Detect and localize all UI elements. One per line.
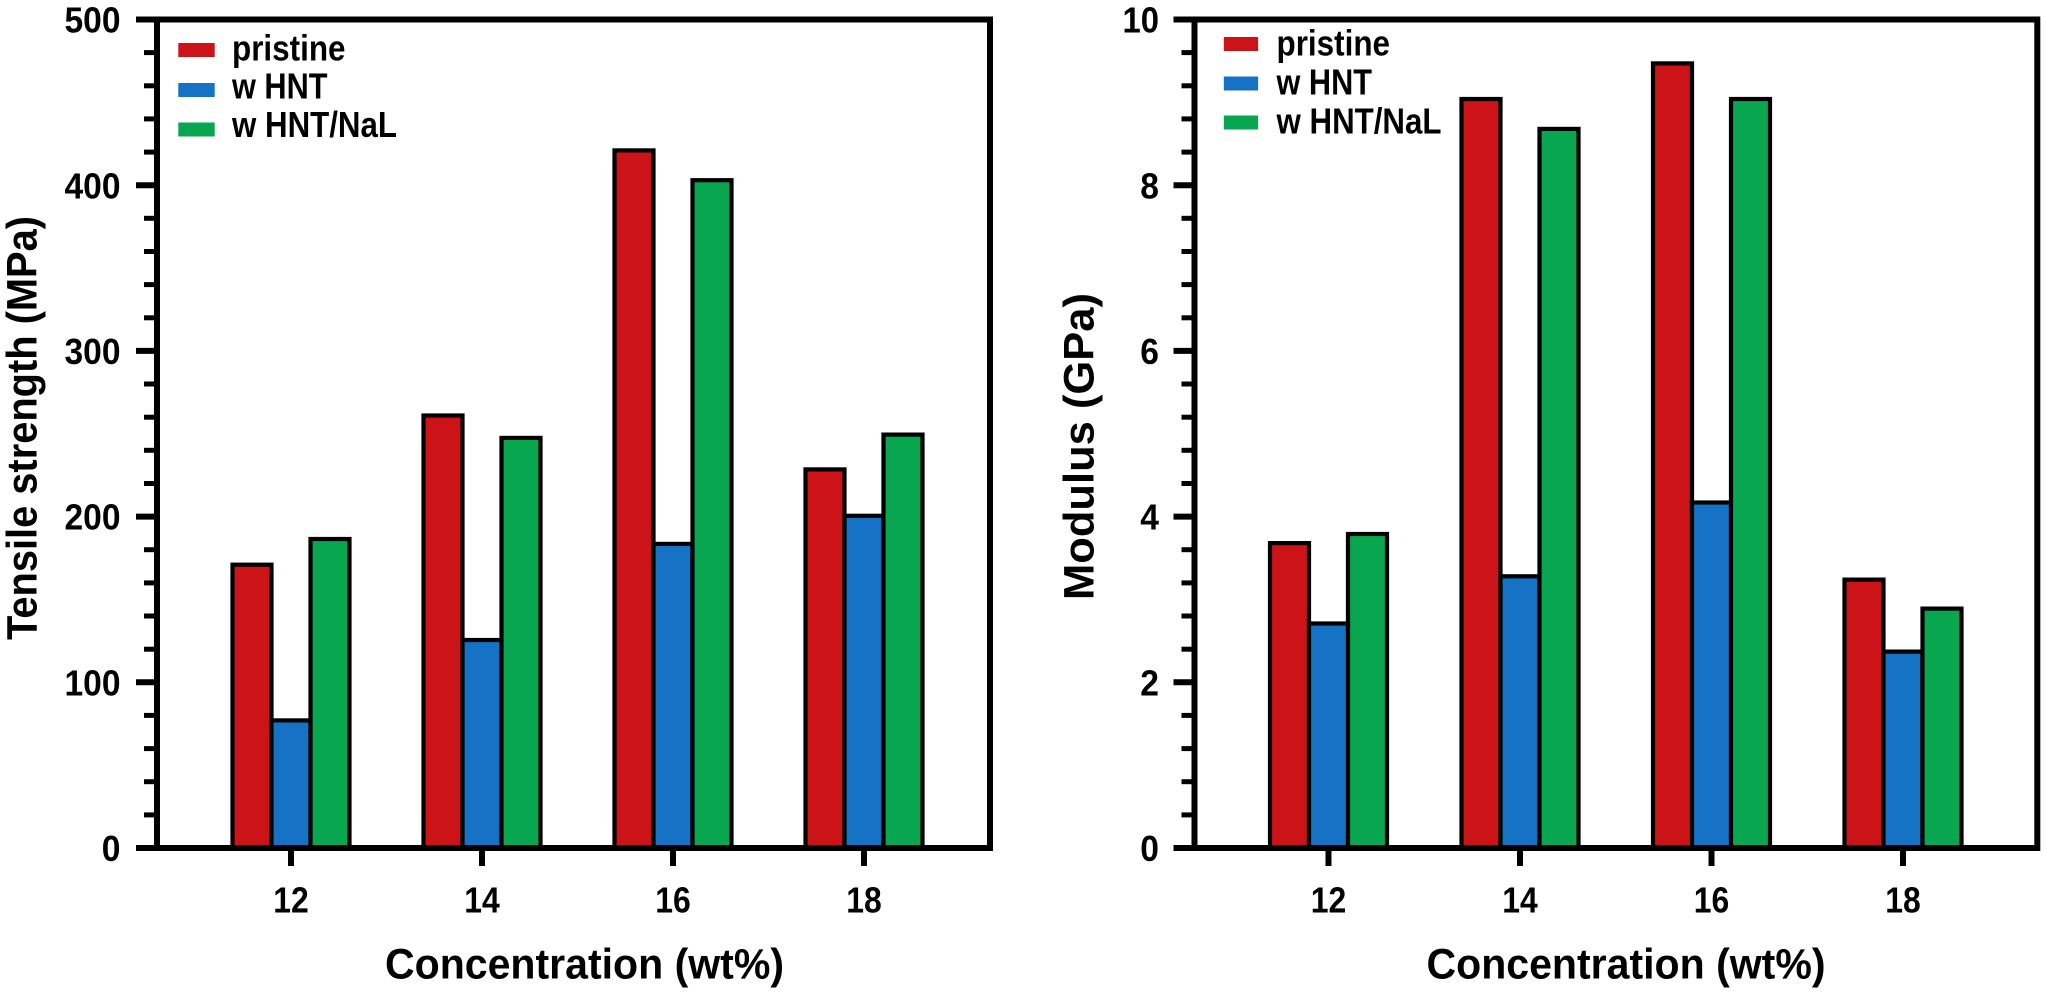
svg-text:6: 6 xyxy=(1140,331,1159,372)
svg-text:8: 8 xyxy=(1140,165,1159,206)
svg-text:pristine: pristine xyxy=(232,28,346,69)
svg-text:0: 0 xyxy=(1140,828,1159,869)
svg-text:Modulus (GPa): Modulus (GPa) xyxy=(1056,293,1104,600)
svg-text:w HNT: w HNT xyxy=(1276,62,1372,103)
svg-text:18: 18 xyxy=(1885,880,1921,921)
svg-text:18: 18 xyxy=(846,880,882,921)
svg-text:14: 14 xyxy=(1502,880,1538,921)
svg-text:100: 100 xyxy=(65,662,121,703)
svg-text:0: 0 xyxy=(102,828,121,869)
svg-text:w HNT/NaL: w HNT/NaL xyxy=(1276,101,1442,142)
svg-text:400: 400 xyxy=(65,165,121,206)
svg-text:200: 200 xyxy=(65,497,121,538)
svg-text:12: 12 xyxy=(273,880,309,921)
svg-text:w HNT: w HNT xyxy=(231,66,327,107)
svg-text:16: 16 xyxy=(655,880,691,921)
svg-text:14: 14 xyxy=(464,880,500,921)
svg-text:Tensile strength (MPa): Tensile strength (MPa) xyxy=(0,216,47,640)
svg-text:Concentration (wt%): Concentration (wt%) xyxy=(1427,941,1826,989)
svg-text:12: 12 xyxy=(1311,880,1347,921)
svg-text:4: 4 xyxy=(1140,497,1159,538)
svg-text:500: 500 xyxy=(65,0,121,41)
svg-text:Concentration (wt%): Concentration (wt%) xyxy=(385,941,784,989)
svg-text:16: 16 xyxy=(1694,880,1730,921)
svg-text:2: 2 xyxy=(1140,662,1159,703)
svg-text:300: 300 xyxy=(65,331,121,372)
svg-text:10: 10 xyxy=(1123,0,1160,41)
svg-text:pristine: pristine xyxy=(1277,23,1391,64)
svg-text:w HNT/NaL: w HNT/NaL xyxy=(231,104,397,145)
